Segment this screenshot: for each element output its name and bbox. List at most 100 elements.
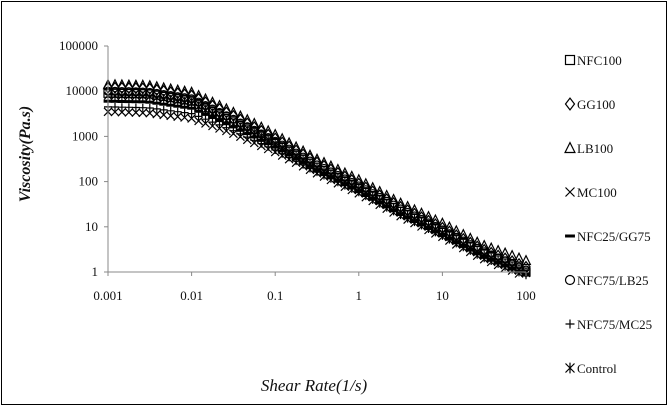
data-point xyxy=(110,107,120,117)
x-tick-label: 100 xyxy=(516,288,536,303)
data-point xyxy=(145,91,155,102)
data-point xyxy=(159,105,168,114)
legend-marker xyxy=(565,319,575,329)
data-point xyxy=(367,181,379,193)
data-point xyxy=(430,225,440,235)
data-point xyxy=(506,249,518,261)
data-point xyxy=(389,203,399,214)
data-point xyxy=(235,122,245,133)
y-tick-label: 10 xyxy=(85,219,98,234)
legend-label: LB100 xyxy=(577,141,613,156)
data-point xyxy=(235,109,246,121)
legend-label: NFC75/MC25 xyxy=(577,317,652,332)
data-point xyxy=(158,81,170,93)
data-point xyxy=(165,82,177,94)
data-point xyxy=(374,185,386,197)
data-point xyxy=(215,120,224,129)
legend-label: NFC25/GG75 xyxy=(577,229,651,244)
data-point xyxy=(395,196,406,208)
legend-item: NFC75/MC25 xyxy=(565,317,652,332)
data-point xyxy=(138,91,148,101)
legend-item: LB100 xyxy=(564,141,613,156)
data-point xyxy=(194,112,203,121)
data-point xyxy=(187,98,197,108)
data-point xyxy=(159,93,169,104)
data-point xyxy=(485,241,497,253)
legend-marker xyxy=(564,97,576,111)
data-point xyxy=(228,106,239,117)
data-point xyxy=(173,96,183,106)
data-point xyxy=(291,151,301,162)
data-point xyxy=(187,113,197,123)
legend-item: NFC75/LB25 xyxy=(564,273,649,288)
data-point xyxy=(117,103,126,112)
data-point xyxy=(465,243,475,254)
data-point xyxy=(311,152,323,164)
x-tick-label: 0.001 xyxy=(93,288,122,303)
data-point xyxy=(124,103,133,112)
data-point xyxy=(354,184,364,195)
data-point xyxy=(248,117,260,129)
legend-marker xyxy=(564,54,576,66)
data-point xyxy=(270,140,280,150)
series-nfc75-lb25 xyxy=(103,86,531,275)
data-point xyxy=(507,262,517,273)
data-point xyxy=(131,91,141,101)
data-point xyxy=(214,99,225,111)
data-point xyxy=(464,232,476,243)
data-point xyxy=(360,177,372,189)
data-point xyxy=(417,218,426,228)
data-point xyxy=(200,92,211,104)
data-point xyxy=(493,256,503,267)
data-point xyxy=(124,107,134,117)
data-point xyxy=(117,107,127,117)
data-point xyxy=(347,181,357,191)
legend-marker xyxy=(565,187,575,197)
data-point xyxy=(221,115,231,126)
data-point xyxy=(180,97,190,107)
data-point xyxy=(263,136,273,147)
legend-label: Control xyxy=(577,361,617,376)
data-point xyxy=(180,108,189,117)
data-point xyxy=(249,129,259,140)
legend-marker xyxy=(564,141,576,154)
legend-label: MC100 xyxy=(577,185,617,200)
data-point xyxy=(444,220,455,232)
data-point xyxy=(186,86,197,97)
data-point xyxy=(458,239,468,250)
data-point xyxy=(382,199,392,210)
data-point xyxy=(318,156,330,168)
legend-label: GG100 xyxy=(577,97,615,112)
data-point xyxy=(123,78,135,90)
legend-item: Control xyxy=(565,361,617,376)
data-point xyxy=(479,250,489,261)
data-point xyxy=(423,210,434,222)
y-tick-label: 100000 xyxy=(59,38,98,53)
x-tick-label: 0.01 xyxy=(180,288,203,303)
data-point xyxy=(346,170,358,181)
data-point xyxy=(430,213,441,225)
x-tick-label: 0.1 xyxy=(267,288,283,303)
data-point xyxy=(450,224,462,236)
data-point xyxy=(388,193,399,204)
data-point xyxy=(242,126,252,136)
data-point xyxy=(256,133,266,143)
data-point xyxy=(207,96,218,107)
x-tick-label: 1 xyxy=(356,288,363,303)
data-point xyxy=(131,103,140,112)
data-point xyxy=(124,91,134,101)
series-mc100 xyxy=(103,107,524,278)
data-point xyxy=(437,217,448,228)
legend-item: NFC100 xyxy=(564,53,622,68)
data-point xyxy=(403,211,413,221)
x-tick-label: 10 xyxy=(436,288,449,303)
series-nfc75-mc25 xyxy=(104,102,530,280)
plot-marks xyxy=(102,78,532,280)
data-point xyxy=(437,228,447,238)
data-point xyxy=(319,167,329,177)
data-point xyxy=(283,136,295,148)
data-point xyxy=(144,79,156,91)
axes: 1 10 100 1000 10000 100000 0.001 0.01 0.1 1 10 100 xyxy=(59,38,536,303)
legend-item: MC100 xyxy=(565,185,617,200)
